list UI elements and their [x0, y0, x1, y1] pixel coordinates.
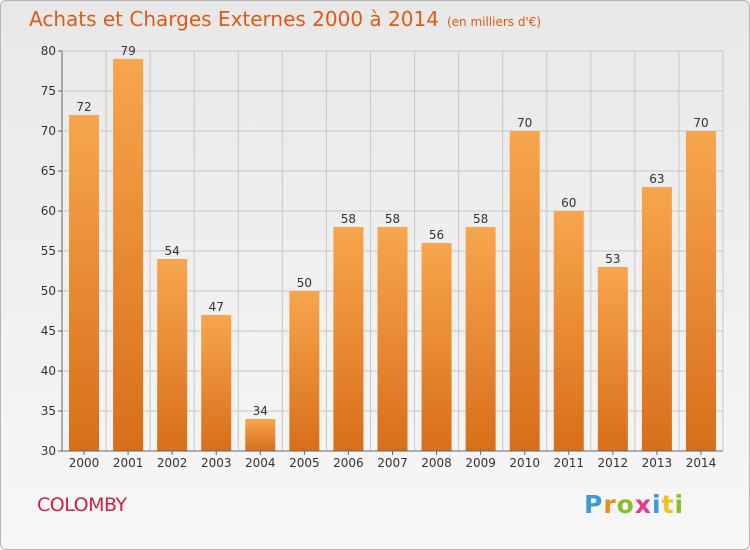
data-label-2004: 34: [253, 404, 268, 418]
data-label-2014: 70: [693, 116, 708, 130]
bar-2010: [509, 131, 540, 451]
logo-letter: t: [661, 490, 675, 519]
logo-letter: r: [603, 490, 617, 519]
logo-letter: P: [584, 490, 604, 519]
y-tick-label: 45: [41, 324, 56, 338]
y-tick-label: 75: [41, 84, 56, 98]
y-tick-label: 35: [41, 404, 56, 418]
data-label-2013: 63: [649, 172, 664, 186]
data-label-2003: 47: [209, 300, 224, 314]
chart-title: Achats et Charges Externes 2000 à 2014 (e…: [29, 7, 542, 31]
y-tick-label: 30: [41, 444, 56, 458]
bar-2005: [289, 291, 320, 451]
bar-2001: [113, 59, 144, 451]
x-tick-label-2000: 2000: [69, 456, 100, 470]
y-tick-label: 80: [41, 44, 56, 58]
y-tick-label: 70: [41, 124, 56, 138]
x-tick-label-2001: 2001: [113, 456, 144, 470]
logo-letter: i: [652, 490, 662, 519]
bar-2002: [157, 259, 188, 451]
y-tick-label: 65: [41, 164, 56, 178]
y-tick-label: 60: [41, 204, 56, 218]
bar-2004: [245, 419, 276, 451]
proxiti-logo: Proxiti: [584, 490, 684, 519]
logo-letter: i: [674, 490, 685, 519]
bar-2012: [597, 267, 628, 451]
x-tick-label-2012: 2012: [598, 456, 629, 470]
bar-2008: [421, 243, 452, 451]
x-tick-label-2007: 2007: [377, 456, 408, 470]
x-tick-label-2008: 2008: [421, 456, 452, 470]
bar-2009: [465, 227, 496, 451]
data-label-2006: 58: [341, 212, 356, 226]
data-label-2001: 79: [120, 44, 135, 58]
bar-2006: [333, 227, 364, 451]
y-tick-label: 55: [41, 244, 56, 258]
y-tick-label: 40: [41, 364, 56, 378]
x-tick-label-2003: 2003: [201, 456, 232, 470]
data-label-2011: 60: [561, 196, 576, 210]
town-name: COLOMBY: [37, 494, 127, 516]
x-tick-label-2014: 2014: [686, 456, 717, 470]
x-tick-label-2009: 2009: [465, 456, 496, 470]
logo-letter: o: [616, 490, 635, 519]
y-tick-label: 50: [41, 284, 56, 298]
chart-subtitle: (en milliers d'€): [446, 15, 542, 29]
data-label-2007: 58: [385, 212, 400, 226]
logo-letter: x: [634, 490, 652, 519]
x-tick-label-2002: 2002: [157, 456, 188, 470]
x-tick-label-2006: 2006: [333, 456, 364, 470]
bar-2013: [641, 187, 672, 451]
data-label-2000: 72: [76, 100, 91, 114]
data-label-2005: 50: [297, 276, 312, 290]
x-tick-label-2010: 2010: [509, 456, 540, 470]
data-label-2010: 70: [517, 116, 532, 130]
bar-2014: [685, 131, 716, 451]
x-tick-label-2011: 2011: [553, 456, 584, 470]
x-tick-label-2005: 2005: [289, 456, 320, 470]
x-tick-label-2004: 2004: [245, 456, 276, 470]
bar-2007: [377, 227, 408, 451]
bar-2000: [69, 115, 100, 451]
bar-2011: [553, 211, 584, 451]
data-label-2009: 58: [473, 212, 488, 226]
data-label-2012: 53: [605, 252, 620, 266]
x-tick-label-2013: 2013: [642, 456, 673, 470]
bar-2003: [201, 315, 232, 451]
data-label-2002: 54: [165, 244, 180, 258]
data-label-2008: 56: [429, 228, 444, 242]
